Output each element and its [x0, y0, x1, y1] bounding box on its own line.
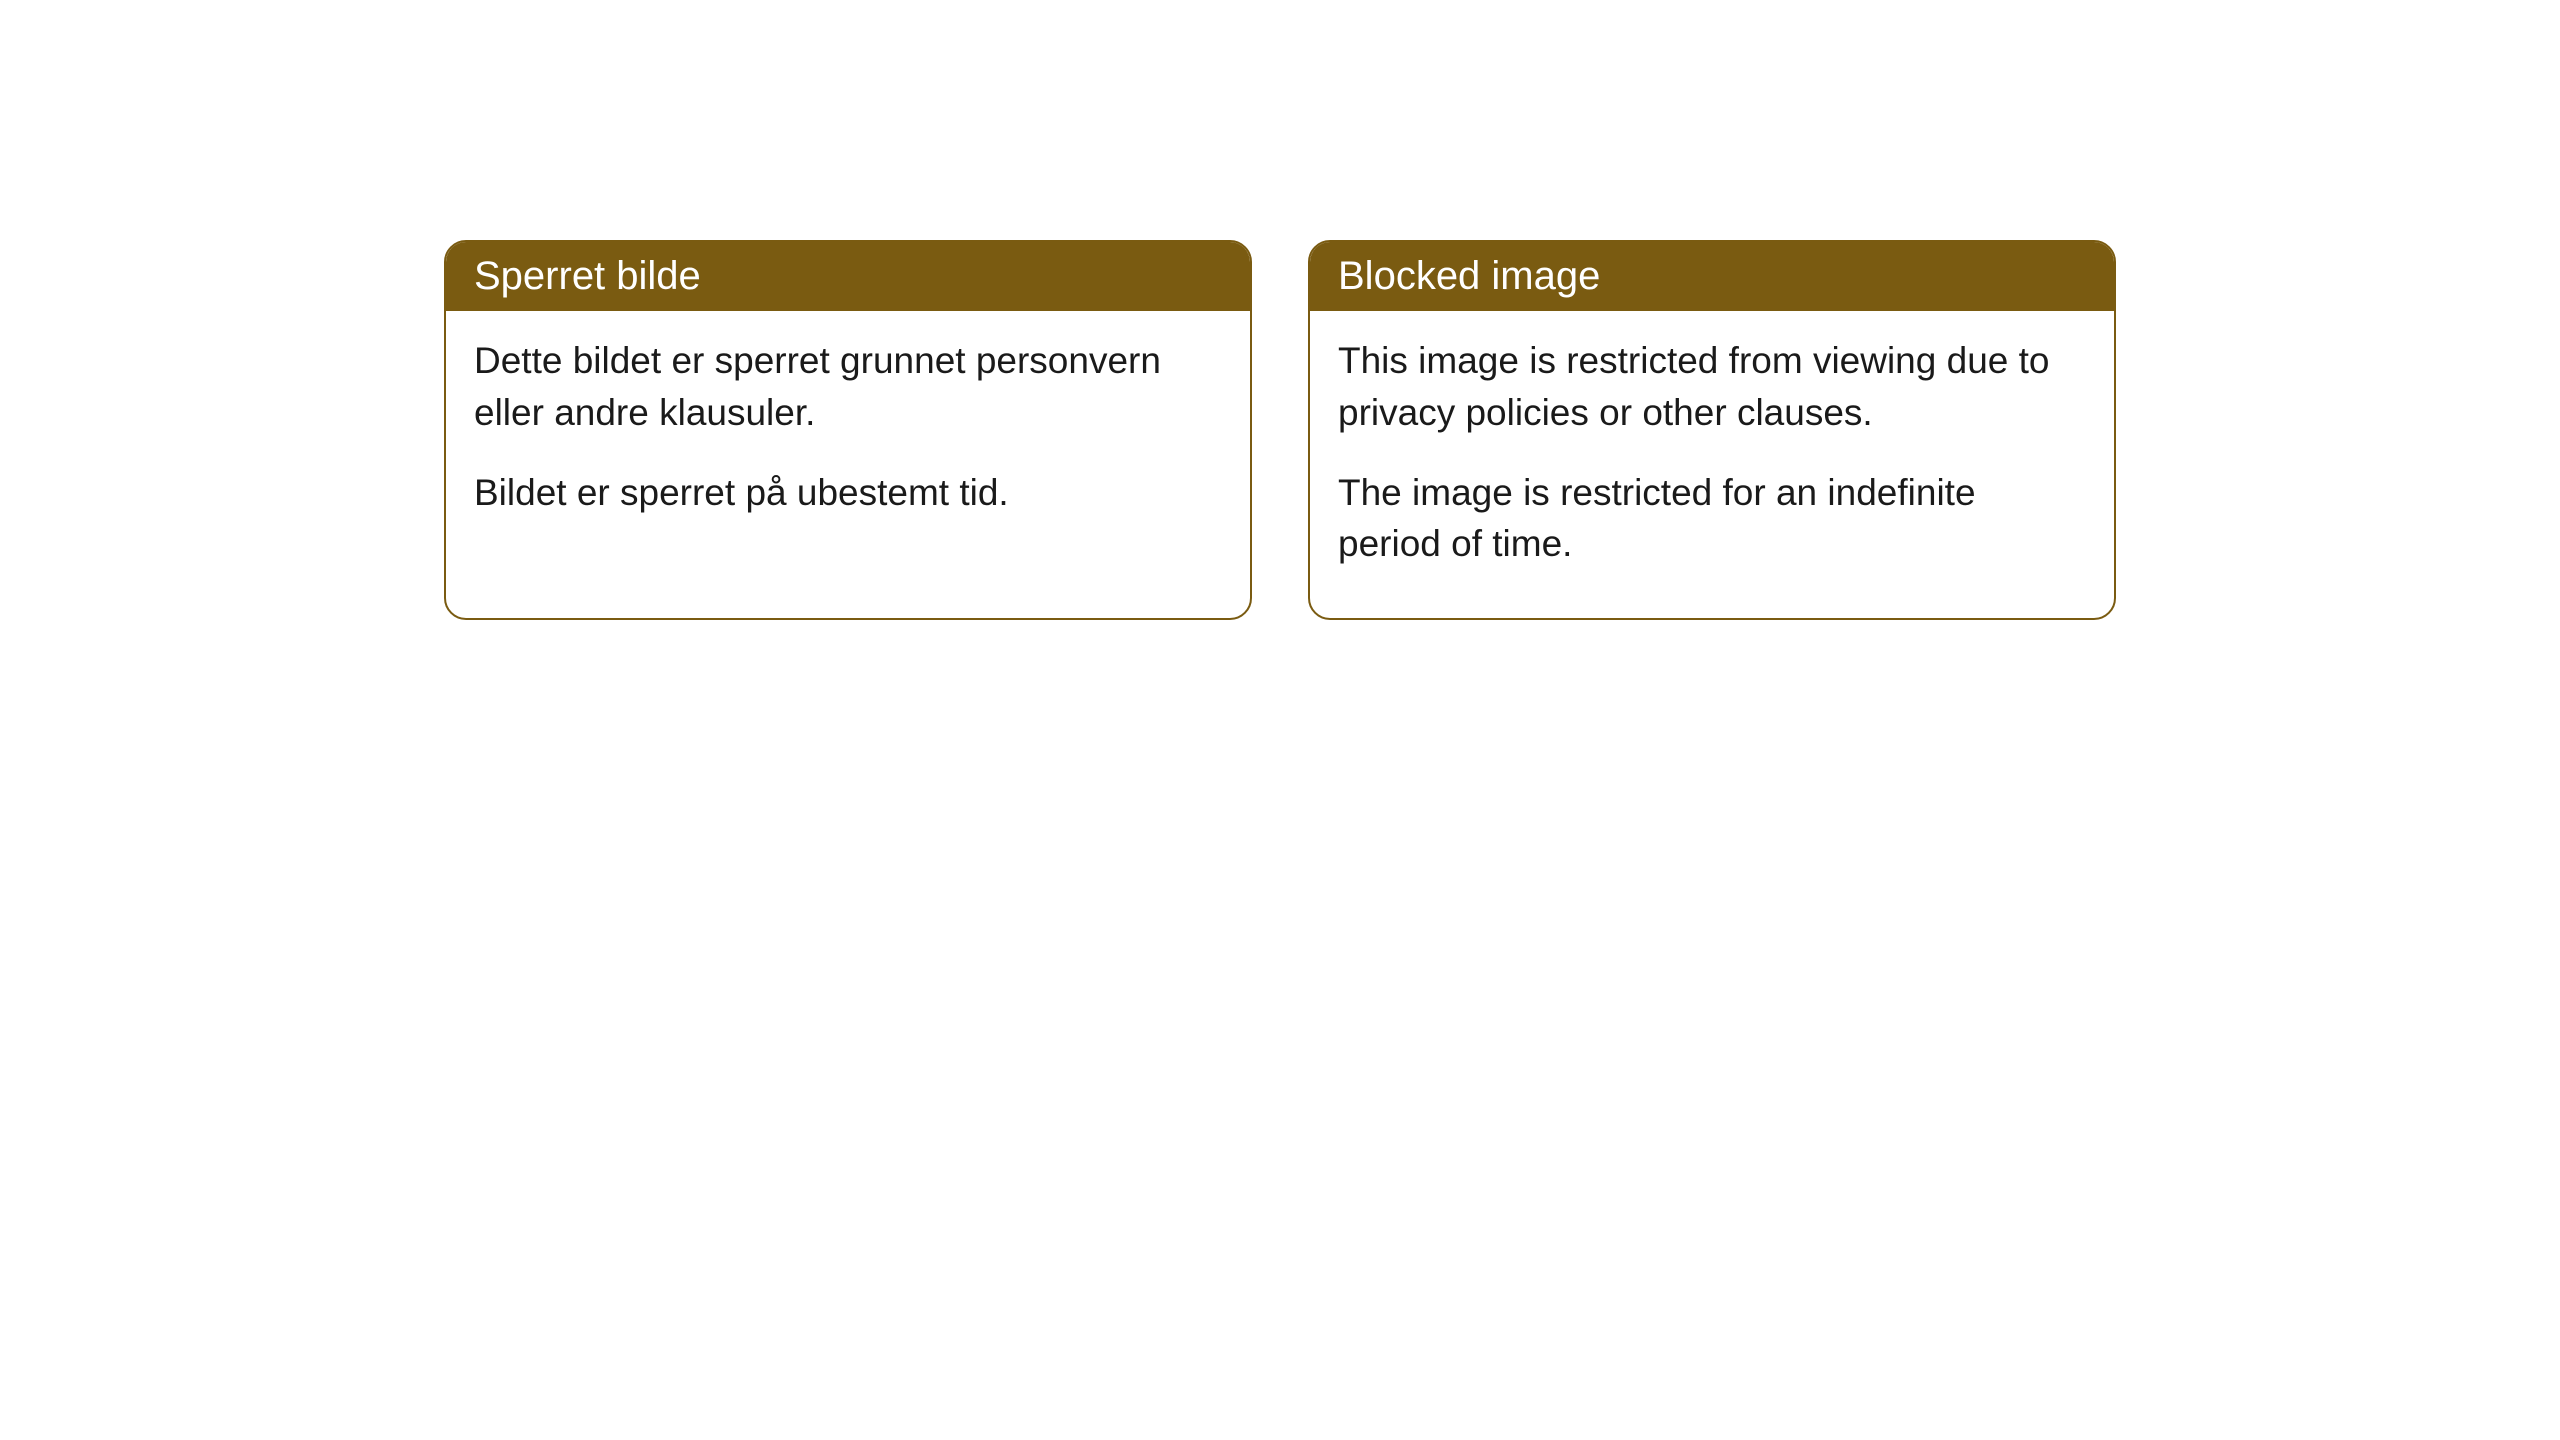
card-title-english: Blocked image — [1338, 254, 1600, 298]
card-paragraph1-english: This image is restricted from viewing du… — [1338, 335, 2086, 439]
card-body-english: This image is restricted from viewing du… — [1310, 311, 2114, 618]
card-body-norwegian: Dette bildet er sperret grunnet personve… — [446, 311, 1250, 566]
cards-container: Sperret bilde Dette bildet er sperret gr… — [0, 0, 2560, 620]
card-paragraph2-english: The image is restricted for an indefinit… — [1338, 467, 2086, 571]
card-title-norwegian: Sperret bilde — [474, 254, 701, 298]
card-english: Blocked image This image is restricted f… — [1308, 240, 2116, 620]
card-header-english: Blocked image — [1310, 242, 2114, 311]
card-norwegian: Sperret bilde Dette bildet er sperret gr… — [444, 240, 1252, 620]
card-paragraph2-norwegian: Bildet er sperret på ubestemt tid. — [474, 467, 1222, 519]
card-paragraph1-norwegian: Dette bildet er sperret grunnet personve… — [474, 335, 1222, 439]
card-header-norwegian: Sperret bilde — [446, 242, 1250, 311]
